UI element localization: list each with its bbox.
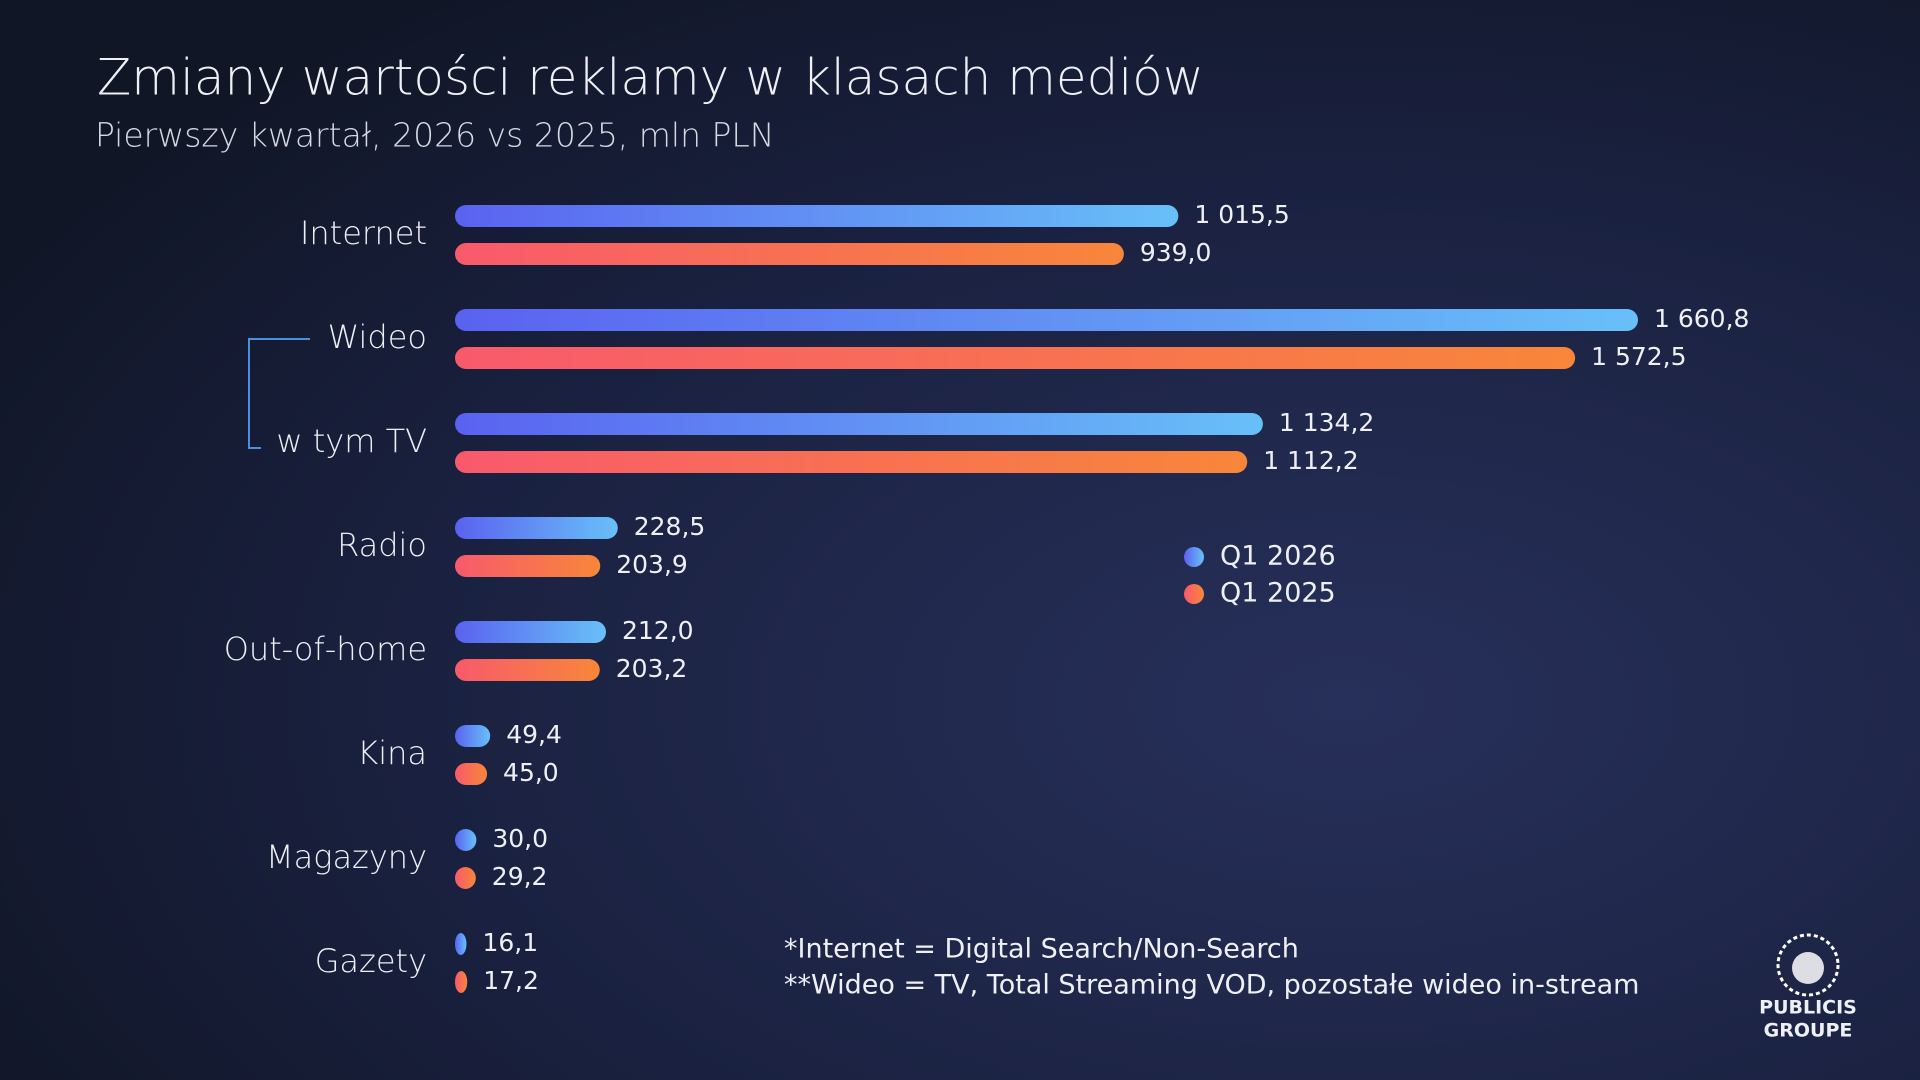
footnote: **Wideo = TV, Total Streaming VOD, pozos… <box>784 970 1639 1001</box>
value-label: 30,0 <box>492 824 548 853</box>
value-label: 29,2 <box>492 862 548 891</box>
bar <box>455 763 488 785</box>
value-label: 939,0 <box>1140 238 1212 267</box>
bar <box>455 971 468 993</box>
bar <box>455 725 491 747</box>
logo: PUBLICIS GROUPE <box>1759 933 1857 1042</box>
bar <box>455 621 607 643</box>
bar <box>455 555 601 577</box>
legend-label: Q1 2025 <box>1220 578 1336 609</box>
bar <box>455 659 600 681</box>
footnote: *Internet = Digital Search/Non-Search <box>784 934 1299 965</box>
legend-marker <box>1184 547 1204 567</box>
category-label: Internet <box>300 214 427 252</box>
bar <box>455 243 1124 265</box>
value-label: 1 660,8 <box>1654 304 1749 333</box>
value-label: 1 015,5 <box>1194 200 1289 229</box>
category-label: Radio <box>337 526 427 564</box>
logo-text: GROUPE <box>1764 1020 1853 1042</box>
category-label: Kina <box>357 734 427 772</box>
legend-label: Q1 2026 <box>1220 541 1336 572</box>
logo-emblem <box>1776 933 1840 997</box>
value-label: 1 134,2 <box>1279 408 1374 437</box>
bar <box>455 933 467 955</box>
bar <box>455 829 477 851</box>
chart-subtitle: Pierwszy kwartał, 2026 vs 2025, mln PLN <box>95 116 774 155</box>
category-label: Out-of-home <box>224 630 427 668</box>
category-label: Magazyny <box>266 838 427 876</box>
category-label: Wideo <box>328 318 427 356</box>
bar <box>455 451 1248 473</box>
value-label: 228,5 <box>634 512 706 541</box>
value-label: 49,4 <box>506 720 562 749</box>
bar <box>455 205 1179 227</box>
bar <box>455 413 1263 435</box>
logo-emblem <box>1792 952 1824 984</box>
chart-title: Zmiany wartości reklamy w klasach mediów <box>97 49 1204 107</box>
value-label: 16,1 <box>482 928 538 957</box>
category-label: Gazety <box>315 942 427 980</box>
value-label: 45,0 <box>503 758 559 787</box>
bar <box>455 517 618 539</box>
value-label: 212,0 <box>622 616 694 645</box>
value-label: 1 572,5 <box>1591 342 1686 371</box>
category-label: w tym TV <box>276 422 427 460</box>
bar <box>455 867 476 889</box>
subcategory-bracket <box>248 338 310 449</box>
legend-marker <box>1184 584 1204 604</box>
bar <box>455 309 1638 331</box>
value-label: 1 112,2 <box>1263 446 1358 475</box>
value-label: 17,2 <box>483 966 539 995</box>
value-label: 203,9 <box>616 550 688 579</box>
value-label: 203,2 <box>616 654 688 683</box>
logo-text: PUBLICIS <box>1759 997 1857 1019</box>
bar <box>455 347 1576 369</box>
